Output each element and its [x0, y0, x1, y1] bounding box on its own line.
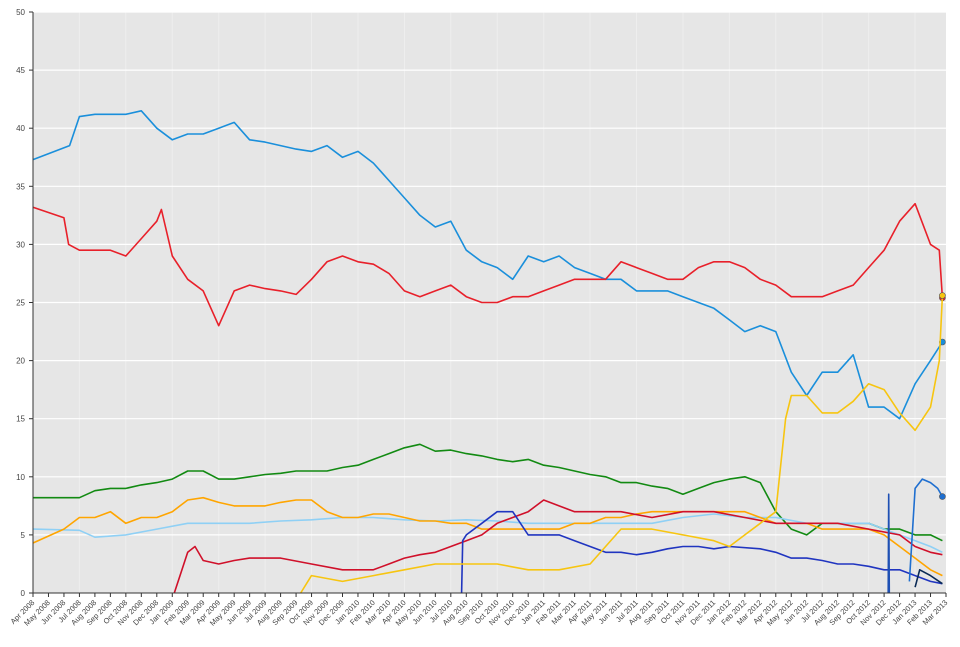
series-line-3: [33, 443, 943, 542]
series-lines: [32, 110, 946, 594]
series-line-8: [300, 295, 944, 594]
y-tick-label: 30: [16, 240, 25, 249]
series-line-10: [908, 478, 944, 582]
series-line-9: [887, 493, 891, 594]
series-end-marker: [939, 292, 946, 299]
y-tick-label: 15: [16, 415, 25, 424]
series-line-2: [32, 202, 944, 327]
series-end-marker: [939, 493, 946, 500]
y-tick-label: 40: [16, 124, 25, 133]
series-line-11: [914, 569, 943, 588]
y-tick-label: 50: [16, 8, 25, 17]
y-tick-label: 10: [16, 473, 25, 482]
y-tick-label: 20: [16, 357, 25, 366]
series-line-1: [32, 110, 944, 420]
y-tick-label: 45: [16, 66, 25, 75]
y-tick-label: 5: [21, 531, 26, 540]
y-tick-label: 35: [16, 182, 25, 191]
series-line-7: [460, 510, 943, 594]
series-line-6: [173, 499, 943, 594]
y-tick-label: 25: [16, 299, 25, 308]
y-tick-label: 0: [21, 589, 26, 598]
